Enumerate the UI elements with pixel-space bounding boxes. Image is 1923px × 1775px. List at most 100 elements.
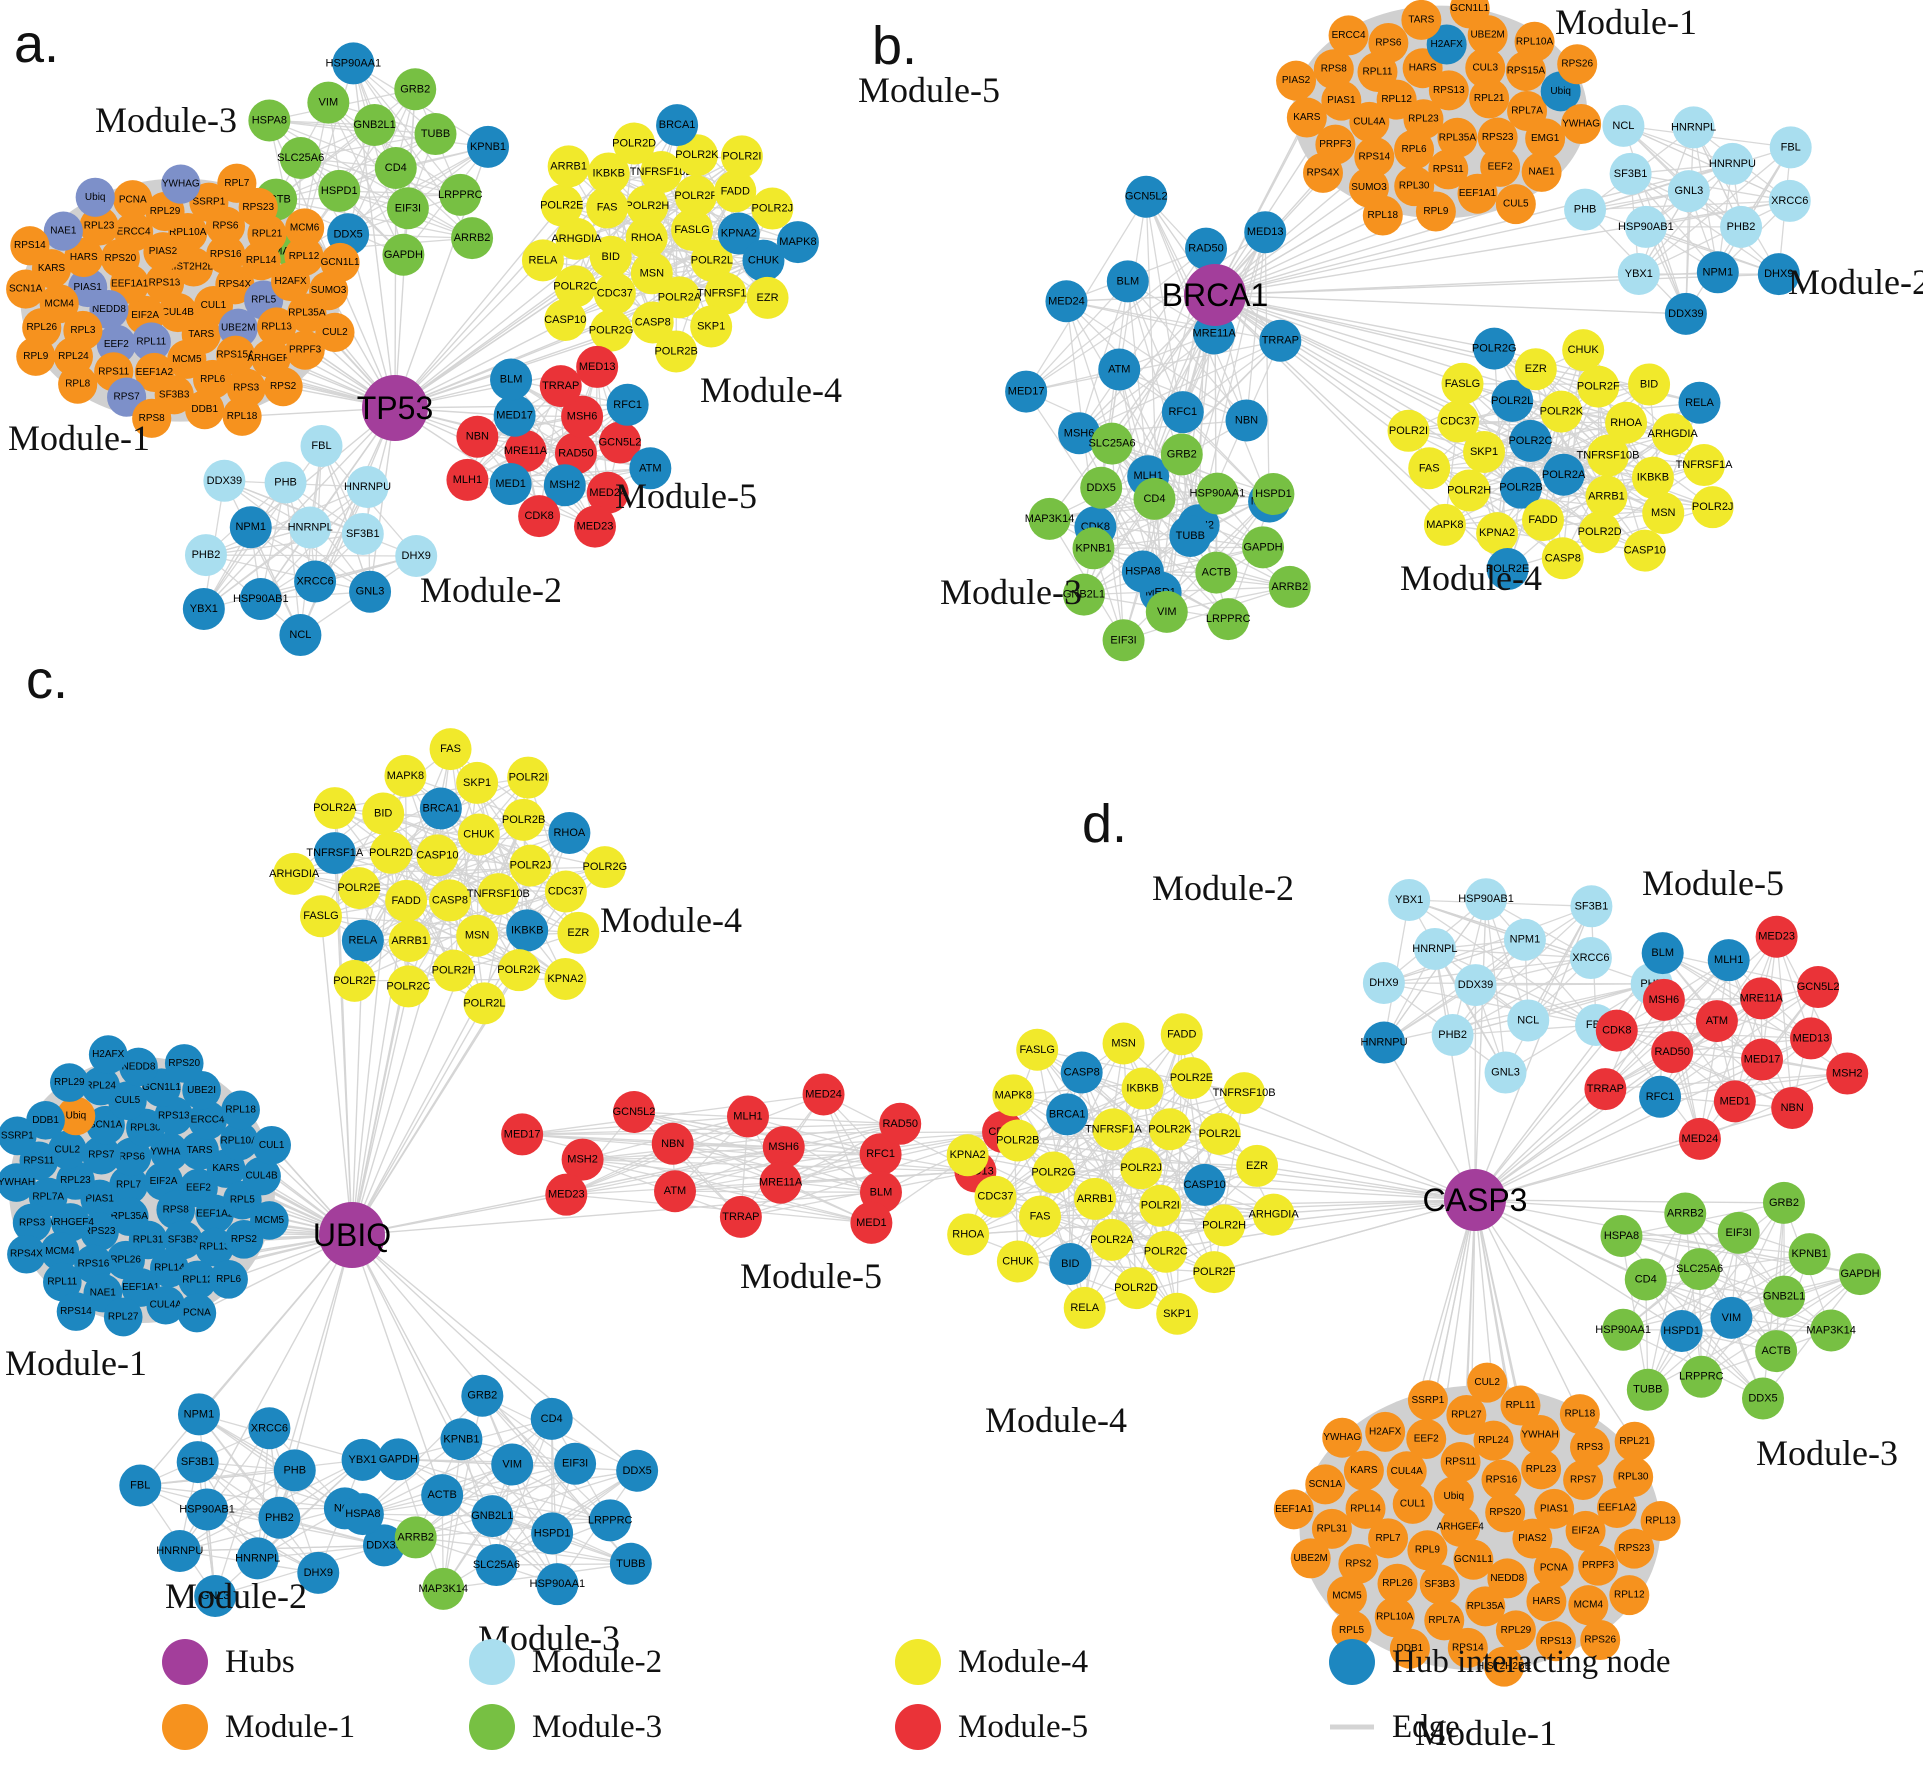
node-CHUK[interactable]: CHUK xyxy=(996,1240,1039,1283)
node-circle-POLR2K[interactable] xyxy=(497,949,540,992)
node-circle-XRCC6[interactable] xyxy=(1768,179,1811,222)
node-circle-RAD50[interactable] xyxy=(879,1102,922,1145)
node-circle-MRE11A[interactable] xyxy=(759,1161,802,1204)
node-circle-GCN1L1[interactable] xyxy=(320,242,360,283)
node-MSN[interactable]: MSN xyxy=(456,914,499,957)
node-MSH6[interactable]: MSH6 xyxy=(1642,978,1685,1021)
node-circle-HSP90AA1[interactable] xyxy=(1602,1308,1645,1351)
node-MRE11A[interactable]: MRE11A xyxy=(504,430,548,473)
node-GNB2L1[interactable]: GNB2L1 xyxy=(354,103,396,146)
node-YBX1[interactable]: YBX1 xyxy=(182,587,225,630)
node-NBN[interactable]: NBN xyxy=(651,1122,694,1165)
node-EIF2A[interactable]: EIF2A xyxy=(1565,1510,1606,1551)
node-circle-RPL13[interactable] xyxy=(195,1227,234,1267)
node-CHUK[interactable]: CHUK xyxy=(1562,329,1605,372)
node-circle-TNFRSF1A[interactable] xyxy=(704,272,747,315)
node-circle-HNRNPU[interactable] xyxy=(158,1530,201,1573)
node-circle-RFC1[interactable] xyxy=(1639,1075,1682,1118)
node-RPL6[interactable]: RPL6 xyxy=(209,1260,248,1299)
node-circle-RHOA[interactable] xyxy=(548,811,591,854)
node-MAPK8[interactable]: MAPK8 xyxy=(992,1074,1035,1117)
node-circle-POLR2D[interactable] xyxy=(370,831,413,874)
node-circle-RPS14[interactable] xyxy=(10,226,50,266)
node-circle-BRCA1[interactable] xyxy=(419,787,462,830)
node-POLR2F[interactable]: POLR2F xyxy=(1577,365,1620,408)
node-circle-MAP3K14[interactable] xyxy=(422,1567,465,1610)
node-circle-POLR2B[interactable] xyxy=(655,330,698,373)
node-TNFRSF1A[interactable]: TNFRSF1A xyxy=(1085,1108,1143,1151)
node-PRPF3[interactable]: PRPF3 xyxy=(285,330,325,370)
node-RELA[interactable]: RELA xyxy=(1678,381,1721,424)
node-circle-GNB2L1[interactable] xyxy=(1763,1275,1806,1318)
node-MAPK8[interactable]: MAPK8 xyxy=(384,754,427,797)
node-HNRNPL[interactable]: HNRNPL xyxy=(235,1537,280,1580)
node-RPS26[interactable]: RPS26 xyxy=(1557,44,1598,85)
node-KPNA2[interactable]: KPNA2 xyxy=(544,957,587,1000)
node-circle-YBX1[interactable] xyxy=(1388,879,1431,922)
hub-circle-UBIQ[interactable] xyxy=(319,1202,385,1268)
node-circle-ERCC4[interactable] xyxy=(188,1100,227,1140)
node-YBX1[interactable]: YBX1 xyxy=(1617,252,1660,295)
node-circle-RPS11[interactable] xyxy=(1428,149,1469,190)
node-circle-SSRP1[interactable] xyxy=(0,1116,37,1156)
node-IKBKB[interactable]: IKBKB xyxy=(506,909,549,952)
node-circle-POLR2E[interactable] xyxy=(540,184,583,227)
node-circle-SSRP1[interactable] xyxy=(189,182,229,222)
node-NEDD8[interactable]: NEDD8 xyxy=(1487,1558,1528,1599)
hub-TP53[interactable]: TP53 xyxy=(357,375,433,441)
node-RPL31[interactable]: RPL31 xyxy=(1311,1508,1352,1549)
node-circle-RELA[interactable] xyxy=(1063,1286,1106,1329)
node-RPL23[interactable]: RPL23 xyxy=(79,206,119,246)
node-circle-RPL6[interactable] xyxy=(209,1260,248,1299)
node-circle-RHOA[interactable] xyxy=(947,1213,990,1256)
node-LRPPRC[interactable]: LRPPRC xyxy=(438,173,483,216)
node-NPM1[interactable]: NPM1 xyxy=(177,1393,220,1436)
node-MAP3K14[interactable]: MAP3K14 xyxy=(1806,1309,1856,1352)
node-DDB1[interactable]: DDB1 xyxy=(185,390,225,430)
node-RPL10A[interactable]: RPL10A xyxy=(219,1121,259,1161)
node-MAP3K14[interactable]: MAP3K14 xyxy=(1025,497,1075,540)
node-EZR[interactable]: EZR xyxy=(746,276,789,319)
node-GCN5L2[interactable]: GCN5L2 xyxy=(1125,175,1168,218)
node-TNFRSF1A[interactable]: TNFRSF1A xyxy=(306,832,364,875)
node-circle-RPS13[interactable] xyxy=(1428,70,1469,111)
node-circle-ARRB1[interactable] xyxy=(547,145,590,188)
node-BRCA1[interactable]: BRCA1 xyxy=(419,787,462,830)
node-circle-PIAS1[interactable] xyxy=(68,267,108,308)
node-DDX39[interactable]: DDX39 xyxy=(1664,292,1707,335)
node-circle-MED1[interactable] xyxy=(1713,1080,1756,1123)
node-RPL30[interactable]: RPL30 xyxy=(1613,1457,1654,1498)
node-CUL4A[interactable]: CUL4A xyxy=(146,1285,186,1325)
node-YBX1[interactable]: YBX1 xyxy=(341,1438,384,1481)
node-YWHAG[interactable]: YWHAG xyxy=(1322,1417,1363,1458)
node-POLR2B[interactable]: POLR2B xyxy=(654,330,698,373)
node-circle-FASLG[interactable] xyxy=(1016,1028,1059,1071)
node-FASLG[interactable]: FASLG xyxy=(1441,362,1484,405)
node-BRCA1[interactable]: BRCA1 xyxy=(1046,1093,1089,1136)
node-RPS8[interactable]: RPS8 xyxy=(132,398,172,438)
node-RPL35A[interactable]: RPL35A xyxy=(1465,1586,1506,1627)
node-CDC37[interactable]: CDC37 xyxy=(1437,400,1480,443)
node-RPL24[interactable]: RPL24 xyxy=(81,1066,121,1106)
node-CHUK[interactable]: CHUK xyxy=(742,239,785,282)
node-RPS6[interactable]: RPS6 xyxy=(112,1137,152,1177)
node-circle-KPNB1[interactable] xyxy=(1072,527,1115,570)
node-MED17[interactable]: MED17 xyxy=(493,394,536,437)
node-PIAS2[interactable]: PIAS2 xyxy=(1512,1518,1553,1559)
node-ARHGEF4[interactable]: ARHGEF4 xyxy=(1437,1506,1485,1547)
node-circle-YWHAH[interactable] xyxy=(1520,1414,1561,1455)
node-circle-RPL12[interactable] xyxy=(284,236,324,276)
node-CD4[interactable]: CD4 xyxy=(374,147,417,189)
node-circle-CDK8[interactable] xyxy=(518,495,561,538)
node-DDX39[interactable]: DDX39 xyxy=(362,1524,405,1567)
node-CASP10[interactable]: CASP10 xyxy=(1624,529,1666,572)
node-circle-RPS13[interactable] xyxy=(1535,1621,1576,1662)
node-YWHAH[interactable]: YWHAH xyxy=(0,1163,36,1202)
node-FADD[interactable]: FADD xyxy=(1160,1013,1203,1056)
node-HSPA8[interactable]: HSPA8 xyxy=(341,1493,384,1536)
node-circle-MLH1[interactable] xyxy=(446,458,489,501)
node-RPL6[interactable]: RPL6 xyxy=(1394,129,1435,170)
node-circle-RPL8[interactable] xyxy=(58,364,98,404)
node-circle-RPS4X[interactable] xyxy=(7,1234,46,1274)
node-circle-MSH6[interactable] xyxy=(1058,412,1101,455)
